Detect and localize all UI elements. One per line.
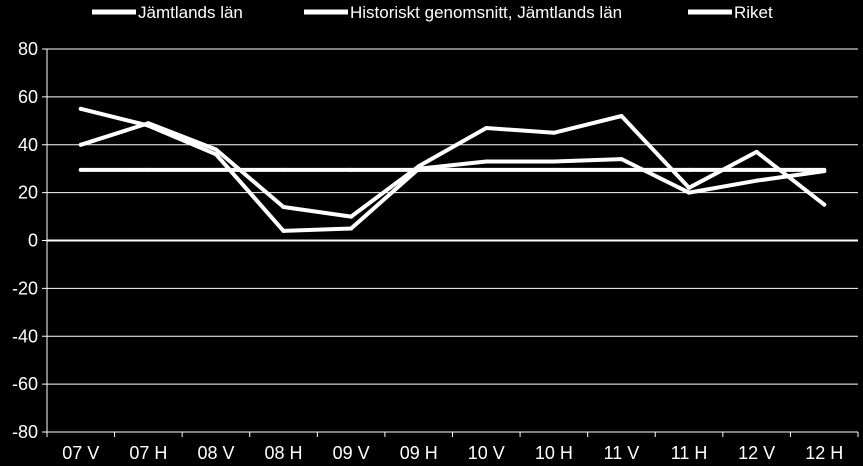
data-point-riket bbox=[619, 157, 624, 162]
x-tick-labels: 07 V 07 H 08 V 08 H 09 V 09 H 10 V 10 H 11 V 11 H… bbox=[62, 443, 843, 463]
y-tick-label: -40 bbox=[12, 326, 38, 346]
data-point-riket bbox=[213, 152, 218, 157]
y-tick-label: -60 bbox=[12, 374, 38, 394]
data-point-j-mtlands-l-n bbox=[551, 130, 556, 135]
y-tick-label: 20 bbox=[18, 183, 38, 203]
y-tick-label: -80 bbox=[12, 422, 38, 442]
data-point-j-mtlands-l-n bbox=[281, 204, 286, 209]
data-point-j-mtlands-l-n bbox=[78, 142, 83, 147]
data-point-historiskt-genomsnitt-j-mtlands-l-n bbox=[551, 167, 556, 172]
x-tick-label: 07 H bbox=[129, 443, 167, 463]
data-point-historiskt-genomsnitt-j-mtlands-l-n bbox=[78, 167, 83, 172]
axes bbox=[42, 48, 859, 437]
data-point-historiskt-genomsnitt-j-mtlands-l-n bbox=[754, 167, 759, 172]
data-point-j-mtlands-l-n bbox=[687, 185, 692, 190]
legend-label-j-mtlands-l-n: Jämtlands län bbox=[138, 3, 243, 22]
data-point-j-mtlands-l-n bbox=[822, 202, 827, 207]
data-point-riket bbox=[349, 226, 354, 231]
data-point-historiskt-genomsnitt-j-mtlands-l-n bbox=[146, 167, 151, 172]
x-tick-label: 12 H bbox=[805, 443, 843, 463]
data-point-j-mtlands-l-n bbox=[754, 149, 759, 154]
gridlines bbox=[47, 48, 858, 433]
data-point-historiskt-genomsnitt-j-mtlands-l-n bbox=[484, 167, 489, 172]
data-point-j-mtlands-l-n bbox=[619, 114, 624, 119]
series-line-riket bbox=[78, 106, 827, 233]
x-tick-label: 12 V bbox=[738, 443, 775, 463]
data-point-historiskt-genomsnitt-j-mtlands-l-n bbox=[281, 167, 286, 172]
x-tick-label: 09 H bbox=[400, 443, 438, 463]
data-point-historiskt-genomsnitt-j-mtlands-l-n bbox=[687, 167, 692, 172]
y-tick-labels: 80 60 40 20 0 -20 -40 -60 -80 bbox=[12, 39, 38, 442]
x-tick-label: 07 V bbox=[62, 443, 99, 463]
data-point-riket bbox=[146, 123, 151, 128]
data-point-j-mtlands-l-n bbox=[349, 214, 354, 219]
data-point-historiskt-genomsnitt-j-mtlands-l-n bbox=[349, 167, 354, 172]
data-point-riket bbox=[551, 159, 556, 164]
data-point-riket bbox=[416, 166, 421, 171]
legend-label-riket: Riket bbox=[734, 3, 773, 22]
data-point-riket bbox=[754, 178, 759, 183]
data-point-riket bbox=[78, 106, 83, 111]
legend: Jämtlands län Historiskt genomsnitt, Jämt… bbox=[92, 3, 773, 22]
data-point-riket bbox=[822, 169, 827, 174]
y-tick-label: 40 bbox=[18, 135, 38, 155]
data-point-riket bbox=[687, 190, 692, 195]
series-line-j-mtlands-l-n bbox=[78, 114, 827, 219]
x-tick-label: 11 V bbox=[604, 443, 640, 463]
data-point-j-mtlands-l-n bbox=[213, 147, 218, 152]
y-tick-label: 80 bbox=[18, 39, 38, 59]
x-tick-label: 10 H bbox=[535, 443, 573, 463]
x-tick-label: 08 H bbox=[265, 443, 303, 463]
y-tick-label: 0 bbox=[28, 231, 38, 251]
data-point-riket bbox=[484, 159, 489, 164]
x-tick-label: 10 V bbox=[468, 443, 505, 463]
legend-label-historiskt-genomsnitt-j-mtlands-l-n: Historiskt genomsnitt, Jämtlands län bbox=[350, 3, 622, 22]
data-point-historiskt-genomsnitt-j-mtlands-l-n bbox=[619, 167, 624, 172]
y-tick-label: 60 bbox=[18, 87, 38, 107]
x-tick-label: 08 V bbox=[197, 443, 234, 463]
x-tick-label: 11 H bbox=[671, 443, 708, 463]
data-point-historiskt-genomsnitt-j-mtlands-l-n bbox=[213, 167, 218, 172]
x-tick-label: 09 V bbox=[333, 443, 370, 463]
y-tick-label: -20 bbox=[12, 278, 38, 298]
data-point-riket bbox=[281, 228, 286, 233]
data-point-j-mtlands-l-n bbox=[484, 125, 489, 130]
series-lines bbox=[78, 106, 827, 233]
